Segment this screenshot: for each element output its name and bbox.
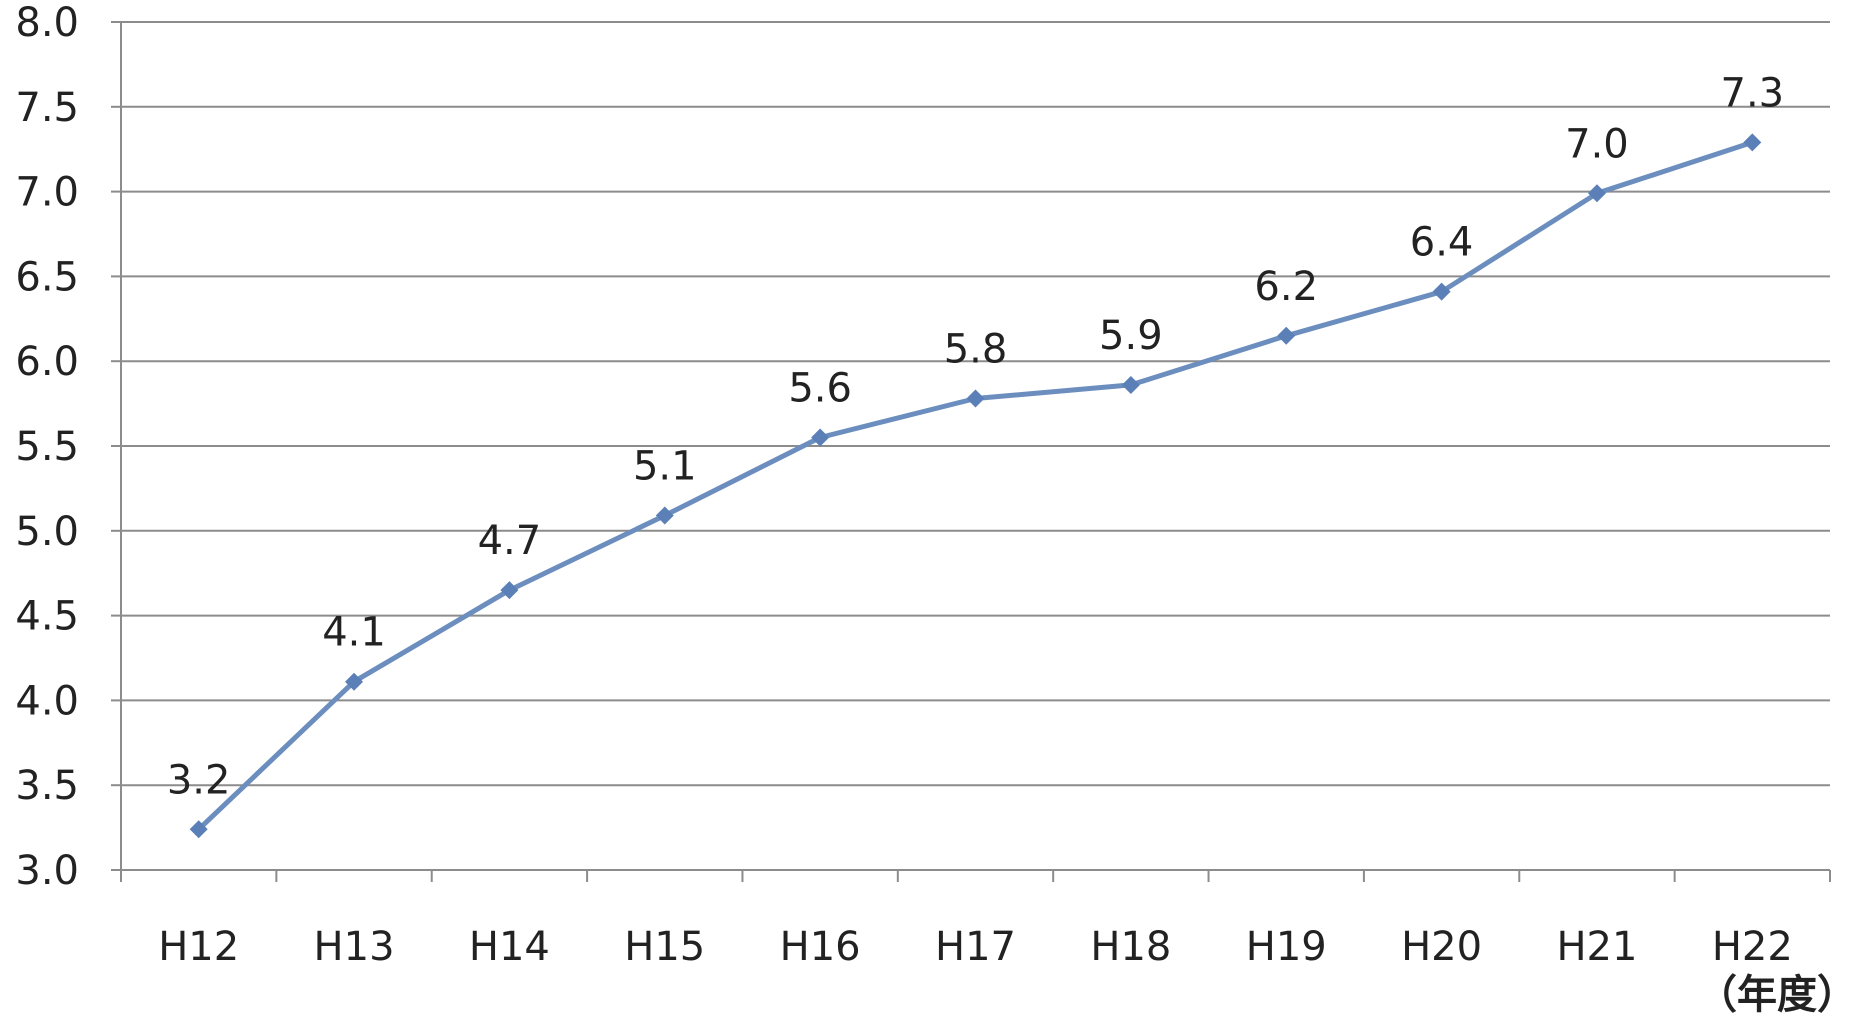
y-tick-label: 4.0 [15, 678, 79, 724]
data-point-marker [811, 428, 830, 447]
data-point-marker [655, 506, 674, 525]
y-tick-label: 5.0 [15, 509, 79, 555]
y-tick-label: 3.0 [15, 848, 79, 894]
data-label: 5.1 [633, 444, 697, 490]
x-tick-label: H14 [469, 924, 550, 970]
data-label: 7.0 [1565, 121, 1629, 167]
x-tick-label: H19 [1246, 924, 1327, 970]
data-label: 5.8 [944, 327, 1008, 373]
x-tick-label: H13 [314, 924, 395, 970]
y-tick-label: 4.5 [15, 594, 79, 640]
data-label: 6.2 [1254, 264, 1318, 310]
series [189, 133, 1762, 839]
x-tick-label: H20 [1401, 924, 1482, 970]
data-point-marker [189, 820, 208, 839]
x-tick-label: H12 [158, 924, 239, 970]
y-tick-label: 6.0 [15, 339, 79, 385]
x-tick-label: H22 [1712, 924, 1793, 970]
y-tick-label: 5.5 [15, 424, 79, 470]
x-tick-label: H16 [780, 924, 861, 970]
data-label: 3.2 [167, 757, 231, 803]
data-point-marker [500, 581, 519, 600]
data-point-marker [1743, 133, 1762, 152]
data-label: 4.7 [478, 518, 542, 564]
data-label: 6.4 [1410, 220, 1474, 266]
x-tick-label: H21 [1556, 924, 1637, 970]
y-tick-labels: 3.0 3.5 4.0 4.5 5.0 5.5 6.0 6.5 7.0 7.5 8.0 [15, 0, 79, 894]
axes [111, 21, 1831, 882]
series-line [196, 139, 1755, 832]
y-tick-label: 6.5 [15, 254, 79, 300]
data-label: 5.6 [788, 366, 852, 412]
data-point-marker [345, 672, 364, 691]
data-point-marker [1587, 184, 1606, 203]
data-label: 5.9 [1099, 313, 1163, 359]
y-tick-label: 3.5 [15, 763, 79, 809]
x-tick-label: H15 [624, 924, 705, 970]
data-point-marker [1277, 326, 1296, 345]
data-point-marker [1121, 375, 1140, 394]
data-point-marker [966, 389, 985, 408]
data-label: 4.1 [322, 610, 386, 656]
gridlines [121, 21, 1830, 787]
data-labels: 3.2 4.1 4.7 5.1 5.6 5.8 5.9 6.2 6.4 7.0 7.3 [167, 70, 1784, 803]
y-tick-label: 7.0 [15, 170, 79, 216]
data-point-marker [1432, 282, 1451, 301]
y-tick-label: 8.0 [15, 0, 79, 46]
y-tick-label: 7.5 [15, 85, 79, 131]
x-tick-labels: H12 H13 H14 H15 H16 H17 H18 H19 H20 H21 H22 [158, 924, 1793, 970]
x-axis-unit-label: （年度） [1697, 972, 1857, 1018]
x-tick-label: H18 [1090, 924, 1171, 970]
data-label: 7.3 [1721, 70, 1785, 116]
x-tick-label: H17 [935, 924, 1016, 970]
